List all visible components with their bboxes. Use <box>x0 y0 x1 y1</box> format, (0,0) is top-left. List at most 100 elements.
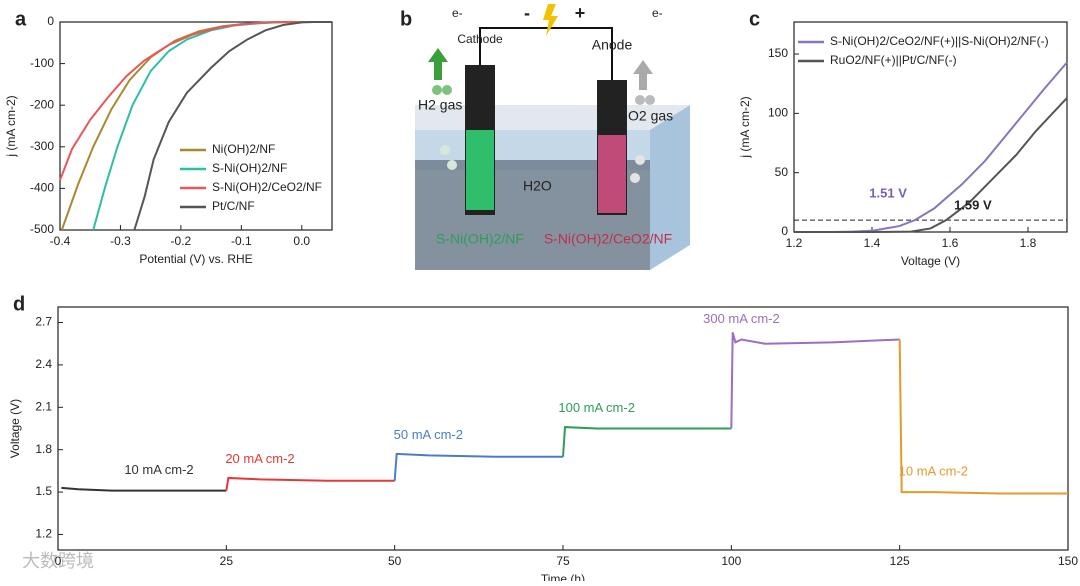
legend-label: Ni(OH)2/NF <box>212 142 275 156</box>
series-line <box>393 452 563 481</box>
bolt <box>543 4 558 36</box>
bubble <box>432 85 442 95</box>
y-tick-label: 1.5 <box>35 484 52 498</box>
y-tick-label: 50 <box>775 165 789 179</box>
y-axis-label: j (mA cm-2) <box>4 95 18 157</box>
y-tick-label: 2.7 <box>35 315 52 329</box>
x-tick-label: 1.2 <box>786 236 803 250</box>
x-tick-label: -0.1 <box>231 234 252 248</box>
series-line <box>794 61 1068 233</box>
series-label: 100 mA cm-2 <box>558 400 635 415</box>
plus-label: + <box>575 3 586 23</box>
series-label: 10 mA cm-2 <box>124 462 193 477</box>
series-label: 10 mA cm-2 <box>899 464 968 479</box>
x-tick-label: 1.8 <box>1020 236 1037 250</box>
y-tick-label: 2.4 <box>35 357 52 371</box>
y-tick-label: -500 <box>30 222 54 236</box>
wire <box>479 27 613 80</box>
water-label: H2O <box>523 178 552 194</box>
legend-label: RuO2/NF(+)||Pt/C/NF(-) <box>830 53 957 67</box>
x-tick-label: 1.4 <box>864 236 881 250</box>
y-tick-label: 1.8 <box>35 442 52 456</box>
x-axis-label: Voltage (V) <box>901 254 960 268</box>
cathode-material: S-Ni(OH)2/NF <box>436 231 524 247</box>
panel-label: d <box>13 293 25 315</box>
anode-material: S-Ni(OH)2/CeO2/NF <box>544 231 672 247</box>
panel-label: c <box>749 8 760 30</box>
panel-label: b <box>400 8 412 30</box>
o2-arrow-head <box>633 60 653 74</box>
series-line <box>59 21 332 181</box>
bubble <box>447 160 457 170</box>
series-line <box>898 339 1068 495</box>
x-tick-label: 25 <box>220 554 234 568</box>
o2-label: O2 gas <box>628 108 673 124</box>
annotation: 1.59 V <box>954 198 992 213</box>
plot-frame <box>793 21 1068 233</box>
y-tick-label: -300 <box>30 139 54 153</box>
x-tick-label: -0.3 <box>110 234 131 248</box>
o2-arrow <box>639 74 647 90</box>
x-tick-label: 0.0 <box>293 234 310 248</box>
x-tick-label: 100 <box>721 554 741 568</box>
h2-arrow-head <box>428 48 448 62</box>
bubble <box>635 95 645 105</box>
bubble <box>635 155 645 165</box>
series-label: 50 mA cm-2 <box>394 427 463 442</box>
annotation: 1.51 V <box>869 186 907 201</box>
y-tick-label: -200 <box>30 97 54 111</box>
anode-catalyst <box>598 135 626 213</box>
electron-label: e- <box>452 6 463 20</box>
diagram: b e- Cathode - + Anode e- H2 gas O2 gas … <box>400 3 690 270</box>
series-line <box>730 332 900 429</box>
x-tick-label: 150 <box>1058 554 1078 568</box>
tank-side <box>650 105 690 270</box>
x-tick-label: 1.6 <box>942 236 959 250</box>
y-tick-label: 2.1 <box>35 399 52 413</box>
watermark: 大数跨境 <box>22 551 94 571</box>
series-label: 20 mA cm-2 <box>225 451 294 466</box>
h2-label: H2 gas <box>418 97 462 113</box>
y-tick-label: 0 <box>47 14 54 28</box>
legend-label: Pt/C/NF <box>212 199 255 213</box>
series-label: 300 mA cm-2 <box>703 311 780 326</box>
series-line <box>61 486 227 492</box>
y-tick-label: 1.2 <box>35 527 52 541</box>
legend-label: S-Ni(OH)2/CeO2/NF(+)||S-Ni(OH)2/NF(-) <box>830 34 1049 48</box>
y-tick-label: -400 <box>30 181 54 195</box>
bubble <box>442 85 452 95</box>
legend-label: S-Ni(OH)2/CeO2/NF <box>212 180 322 194</box>
y-tick-label: 100 <box>768 106 788 120</box>
cathode-catalyst <box>466 130 494 210</box>
series-line <box>225 476 395 491</box>
legend-label: S-Ni(OH)2/NF <box>212 161 287 175</box>
x-axis-label: Potential (V) vs. RHE <box>139 252 252 266</box>
series-line <box>794 97 1068 233</box>
y-tick-label: 150 <box>768 46 788 60</box>
cathode-label: Cathode <box>457 32 503 46</box>
series-line <box>562 426 732 457</box>
anode-label: Anode <box>592 37 633 53</box>
bubble <box>645 95 655 105</box>
x-axis-label: Time (h) <box>541 572 585 581</box>
minus-label: - <box>524 3 530 23</box>
x-tick-label: 50 <box>388 554 402 568</box>
bubble <box>440 145 450 155</box>
x-tick-label: 125 <box>890 554 910 568</box>
series-line <box>133 21 332 231</box>
electron-label: e- <box>652 6 663 20</box>
x-tick-label: -0.2 <box>171 234 192 248</box>
x-tick-label: -0.4 <box>50 234 71 248</box>
h2-arrow <box>434 62 442 80</box>
y-tick-label: 0 <box>781 224 788 238</box>
plot-frame <box>57 306 1069 551</box>
y-axis-label: j (mA cm-2) <box>738 96 752 158</box>
y-axis-label: Voltage (V) <box>8 399 22 458</box>
x-tick-label: 0 <box>55 554 62 568</box>
y-tick-label: -100 <box>30 56 54 70</box>
x-tick-label: 75 <box>556 554 570 568</box>
bubble <box>630 173 640 183</box>
plot-frame <box>59 21 333 231</box>
panel-label: a <box>15 8 27 30</box>
